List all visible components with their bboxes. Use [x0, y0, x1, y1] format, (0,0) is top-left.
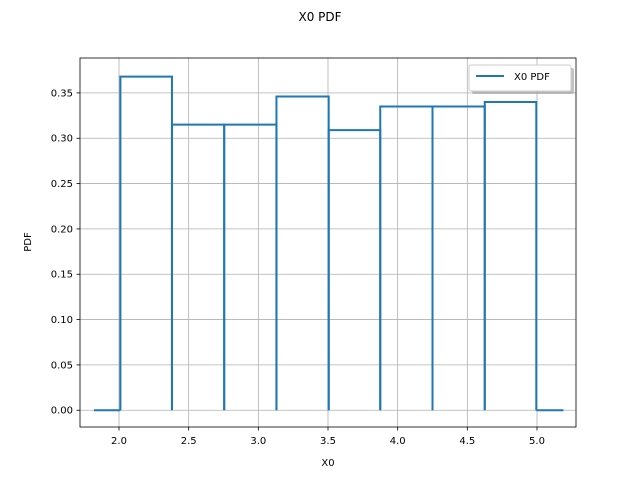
legend: X0 PDF — [468, 64, 574, 94]
x-tick-label: 4.5 — [459, 436, 475, 447]
x-tick-label: 3.5 — [320, 436, 336, 447]
y-axis-label: PDF — [23, 232, 34, 252]
y-tick-label: 0.30 — [51, 134, 73, 145]
x-tick-label: 3.0 — [250, 436, 266, 447]
x-tick-label: 2.0 — [111, 436, 127, 447]
x-tick-label: 4.0 — [390, 436, 406, 447]
y-tick-label: 0.10 — [51, 315, 73, 326]
legend-box — [468, 64, 572, 92]
x-axis: 2.0 2.5 3.0 3.5 4.0 4.5 5.0 — [111, 427, 545, 447]
y-tick-label: 0.25 — [51, 179, 73, 190]
legend-label: X0 PDF — [514, 72, 550, 83]
chart-title: X0 PDF — [298, 10, 341, 24]
y-tick-label: 0.00 — [51, 406, 73, 417]
y-tick-label: 0.05 — [51, 360, 73, 371]
x-tick-label: 2.5 — [181, 436, 197, 447]
y-tick-label: 0.20 — [51, 224, 73, 235]
x-axis-label: X0 — [321, 458, 334, 469]
series-group — [93, 75, 564, 412]
y-tick-label: 0.15 — [51, 270, 73, 281]
x-tick-label: 5.0 — [529, 436, 545, 447]
y-axis: 0.00 0.05 0.10 0.15 0.20 0.25 0.30 0.35 — [51, 88, 80, 417]
pdf-bin — [483, 100, 538, 411]
y-tick-label: 0.35 — [51, 88, 73, 99]
